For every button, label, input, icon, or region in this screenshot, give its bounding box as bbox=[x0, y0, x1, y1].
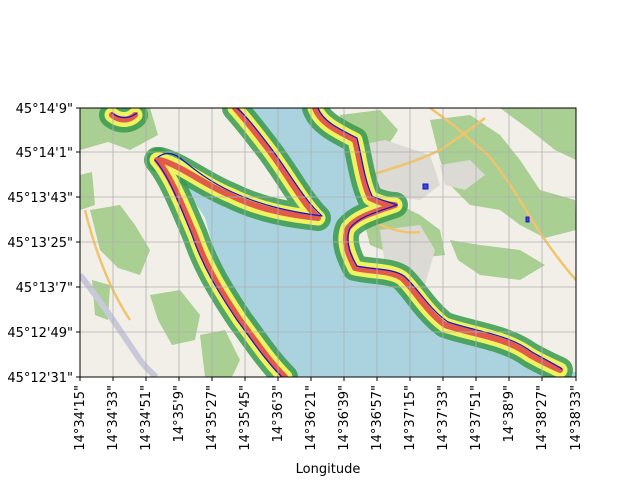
x-tick-label: 14°34'33" bbox=[106, 385, 121, 451]
shoreline-east bbox=[317, 108, 563, 370]
shoreline-peninsula bbox=[157, 108, 323, 217]
map-gridlines bbox=[79, 107, 577, 378]
x-axis-ticks: 14°34'15" 14°34'33" 14°34'51" 14°35'9" 14°35… bbox=[73, 377, 584, 451]
buoy-marker-1 bbox=[422, 183, 429, 190]
basemap-roads bbox=[80, 108, 576, 377]
x-tick-label: 14°36'21" bbox=[304, 385, 319, 451]
buoy-marker-2 bbox=[525, 216, 530, 223]
buffer-red-band bbox=[109, 108, 563, 377]
y-tick-label: 45°14'9" bbox=[16, 102, 73, 117]
x-tick-label: 14°34'51" bbox=[139, 385, 154, 451]
x-tick-label: 14°37'51" bbox=[469, 385, 484, 451]
buffer-red-peninsula bbox=[157, 108, 321, 221]
x-tick-label: 14°36'3" bbox=[271, 385, 286, 442]
x-tick-label: 14°36'39" bbox=[337, 385, 352, 451]
x-tick-label: 14°34'15" bbox=[73, 385, 88, 451]
x-tick-label: 14°35'45" bbox=[238, 385, 253, 451]
x-tick-label: 14°35'9" bbox=[172, 385, 187, 442]
x-tick-label: 14°38'33" bbox=[569, 385, 584, 451]
shoreline-buffers bbox=[99, 108, 573, 377]
y-tick-label: 45°13'7" bbox=[16, 281, 73, 296]
x-tick-label: 14°35'27" bbox=[205, 385, 220, 451]
y-tick-label: 45°13'43" bbox=[7, 191, 73, 206]
x-tick-label: 14°37'15" bbox=[403, 385, 418, 451]
shoreline-outline bbox=[111, 108, 563, 377]
x-tick-label: 14°37'33" bbox=[436, 385, 451, 451]
y-tick-label: 45°13'25" bbox=[7, 236, 73, 251]
shoreline-west bbox=[154, 159, 283, 377]
x-tick-label: 14°38'27" bbox=[535, 385, 550, 451]
x-tick-label: 14°38'9" bbox=[502, 385, 517, 442]
y-tick-label: 45°14'1" bbox=[16, 146, 73, 161]
buffer-red-west-shore bbox=[154, 157, 288, 377]
y-axis-ticks: 45°12'31" 45°12'49" 45°13'7" 45°13'25" 45°13… bbox=[7, 102, 80, 386]
buffer-red-northwest bbox=[109, 112, 138, 123]
y-tick-label: 45°12'31" bbox=[7, 371, 73, 386]
map-plot-area bbox=[80, 108, 576, 377]
x-axis-label: Longitude bbox=[296, 462, 361, 477]
x-tick-label: 14°36'57" bbox=[370, 385, 385, 451]
buffer-red-east-shore bbox=[312, 108, 563, 373]
y-tick-label: 45°12'49" bbox=[7, 326, 73, 341]
shoreline-northwest bbox=[111, 112, 138, 119]
